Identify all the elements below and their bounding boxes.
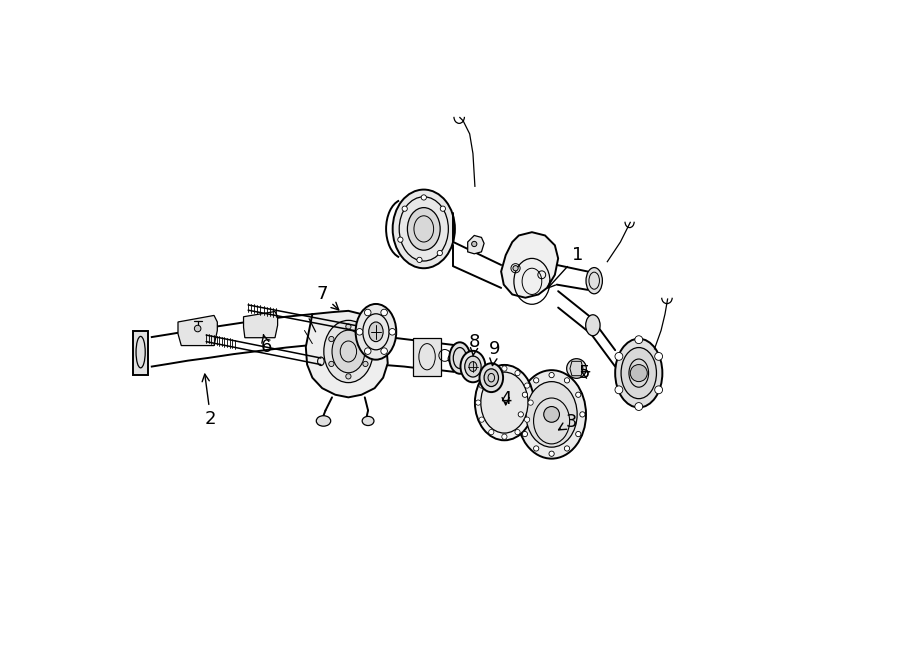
Ellipse shape [469,362,477,371]
Circle shape [364,309,371,316]
Circle shape [576,432,580,437]
Circle shape [534,446,539,451]
Ellipse shape [369,322,383,342]
Circle shape [363,362,368,367]
Text: 8: 8 [469,332,481,356]
Circle shape [576,392,580,397]
Circle shape [567,359,586,378]
Polygon shape [306,311,388,397]
Circle shape [634,336,643,344]
Circle shape [328,362,334,367]
Circle shape [630,365,647,381]
Ellipse shape [461,351,485,382]
Text: 4: 4 [500,391,511,408]
Circle shape [421,195,427,200]
Circle shape [518,412,524,417]
Ellipse shape [475,365,534,440]
Circle shape [440,206,445,212]
Circle shape [381,348,387,354]
Circle shape [654,386,662,394]
Ellipse shape [480,364,503,392]
Circle shape [502,434,507,440]
Circle shape [363,336,368,342]
Circle shape [534,377,539,383]
Circle shape [479,383,484,388]
Ellipse shape [408,208,440,251]
Circle shape [398,237,403,243]
Circle shape [515,430,520,435]
Circle shape [402,206,408,212]
Circle shape [472,241,477,247]
Ellipse shape [481,372,528,433]
Text: 1: 1 [548,246,583,288]
Circle shape [328,336,334,342]
Ellipse shape [484,369,499,387]
Ellipse shape [526,381,577,447]
Circle shape [194,325,201,332]
Circle shape [525,383,530,388]
Circle shape [389,329,396,335]
Circle shape [346,324,351,329]
Circle shape [634,403,643,410]
Circle shape [489,370,494,375]
Text: 9: 9 [489,340,500,366]
Circle shape [346,373,351,379]
Text: 3: 3 [559,413,577,431]
Circle shape [615,386,623,394]
Circle shape [513,266,518,271]
Ellipse shape [621,348,656,399]
Ellipse shape [332,330,365,373]
Polygon shape [468,235,484,254]
Circle shape [479,417,484,422]
Ellipse shape [356,304,396,360]
Ellipse shape [392,190,454,268]
Ellipse shape [362,416,374,426]
Bar [133,330,148,375]
Circle shape [475,400,481,405]
Circle shape [528,400,533,405]
Circle shape [364,348,371,354]
Ellipse shape [616,338,662,408]
Circle shape [515,370,520,375]
Circle shape [489,430,494,435]
Circle shape [437,251,443,256]
Ellipse shape [586,268,602,293]
Circle shape [564,377,570,383]
Ellipse shape [324,321,373,383]
Polygon shape [244,311,277,338]
Text: 5: 5 [579,364,590,382]
Circle shape [549,451,554,456]
Polygon shape [570,362,583,375]
Text: 6: 6 [261,335,272,356]
Circle shape [580,412,585,417]
Circle shape [615,352,623,360]
Ellipse shape [586,315,600,336]
Bar [412,338,442,376]
Circle shape [564,446,570,451]
Circle shape [525,417,530,422]
Ellipse shape [449,342,471,373]
Circle shape [356,329,363,335]
Ellipse shape [316,416,330,426]
Circle shape [417,257,422,262]
Circle shape [381,309,387,316]
Circle shape [522,392,527,397]
Text: 7: 7 [317,286,338,310]
Ellipse shape [464,356,482,377]
Circle shape [654,352,662,360]
Circle shape [549,372,554,377]
Polygon shape [501,232,558,297]
Circle shape [522,432,527,437]
Text: 2: 2 [202,374,217,428]
Circle shape [544,407,560,422]
Ellipse shape [518,370,586,459]
Polygon shape [178,315,217,346]
Circle shape [502,366,507,371]
